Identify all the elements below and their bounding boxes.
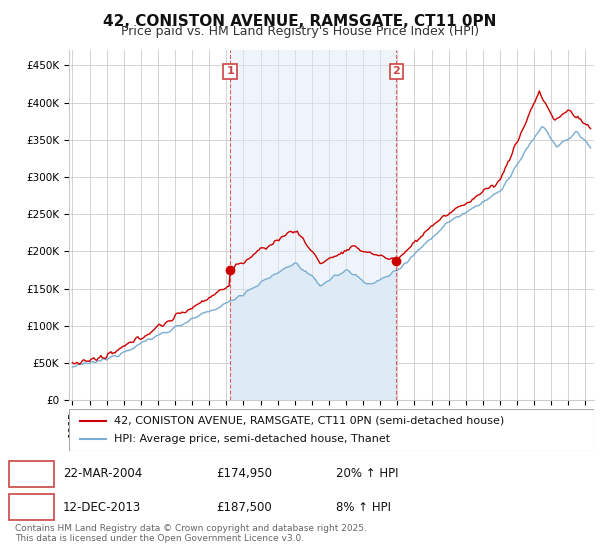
FancyBboxPatch shape (9, 461, 54, 487)
Text: £174,950: £174,950 (216, 468, 272, 480)
Text: 2: 2 (392, 67, 400, 76)
Text: Price paid vs. HM Land Registry's House Price Index (HPI): Price paid vs. HM Land Registry's House … (121, 25, 479, 38)
Text: 1: 1 (27, 468, 35, 480)
Text: £187,500: £187,500 (216, 501, 272, 514)
Text: 2: 2 (27, 501, 35, 514)
Text: 20% ↑ HPI: 20% ↑ HPI (336, 468, 398, 480)
Text: 22-MAR-2004: 22-MAR-2004 (63, 468, 142, 480)
FancyBboxPatch shape (69, 409, 594, 451)
Text: 42, CONISTON AVENUE, RAMSGATE, CT11 0PN: 42, CONISTON AVENUE, RAMSGATE, CT11 0PN (103, 14, 497, 29)
Text: HPI: Average price, semi-detached house, Thanet: HPI: Average price, semi-detached house,… (113, 434, 390, 444)
Text: 8% ↑ HPI: 8% ↑ HPI (336, 501, 391, 514)
Text: Contains HM Land Registry data © Crown copyright and database right 2025.
This d: Contains HM Land Registry data © Crown c… (15, 524, 367, 543)
FancyBboxPatch shape (9, 494, 54, 520)
Text: 12-DEC-2013: 12-DEC-2013 (63, 501, 141, 514)
Text: 1: 1 (226, 67, 234, 76)
Text: 42, CONISTON AVENUE, RAMSGATE, CT11 0PN (semi-detached house): 42, CONISTON AVENUE, RAMSGATE, CT11 0PN … (113, 416, 504, 426)
